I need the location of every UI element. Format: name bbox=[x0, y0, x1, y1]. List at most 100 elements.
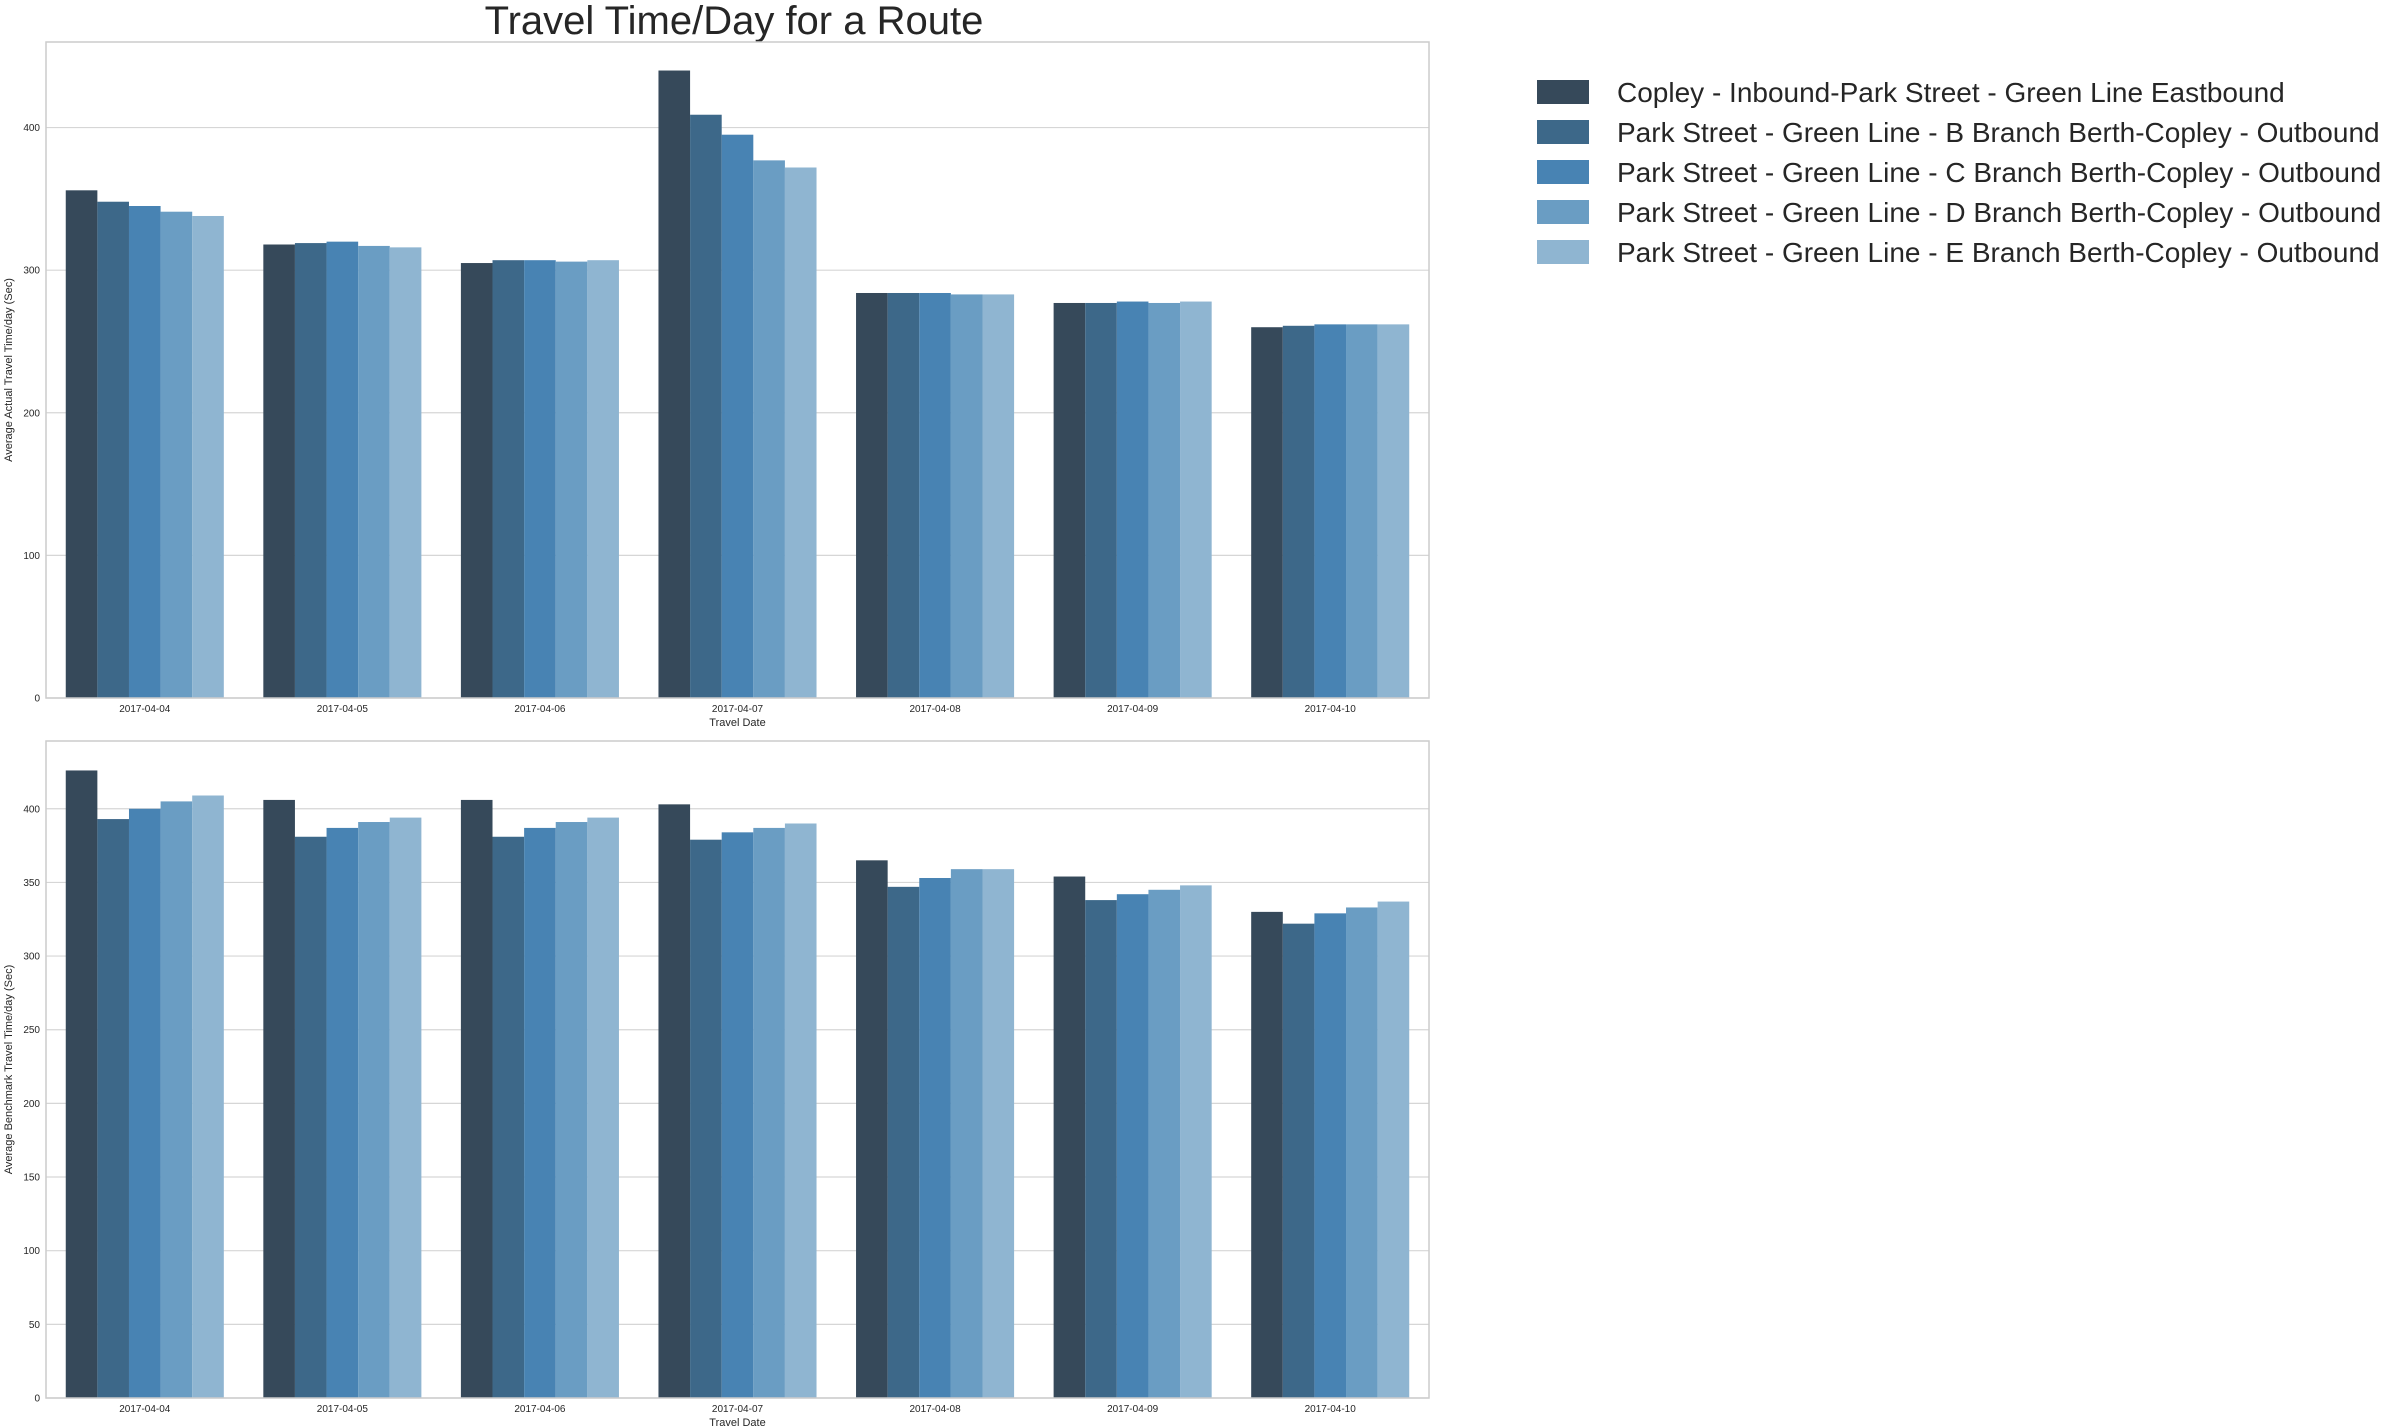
bar bbox=[1251, 911, 1283, 1398]
bar bbox=[192, 215, 224, 698]
y-tick-label: 100 bbox=[23, 1246, 40, 1257]
y-tick-label: 100 bbox=[23, 551, 40, 562]
bar bbox=[326, 827, 359, 1398]
legend-entry: Park Street - Green Line - D Branch Bert… bbox=[1617, 197, 2381, 228]
plot-frame bbox=[45, 740, 1430, 1399]
chart-title: Travel Time/Day for a Route bbox=[485, 0, 984, 43]
bar bbox=[97, 819, 129, 1398]
bar bbox=[555, 261, 588, 698]
x-tick-label: 2017-04-08 bbox=[909, 1404, 961, 1415]
bar bbox=[1282, 923, 1315, 1398]
actual-travel-time-panel: 0 100 200 300 400 2017-04-04 2017-04-05 2017-04… bbox=[3, 41, 1430, 729]
bar bbox=[1116, 894, 1149, 1398]
x-tick-label: 2017-04-09 bbox=[1107, 1404, 1159, 1415]
bar bbox=[1377, 901, 1410, 1398]
y-tick-label: 300 bbox=[23, 266, 40, 277]
bar bbox=[658, 804, 691, 1398]
y-tick-label: 150 bbox=[23, 1173, 40, 1184]
bar bbox=[97, 201, 129, 698]
bar bbox=[950, 869, 983, 1398]
bar bbox=[65, 770, 98, 1398]
y-tick-label: 0 bbox=[34, 694, 40, 705]
bar bbox=[160, 211, 193, 698]
legend-swatch bbox=[1537, 240, 1589, 264]
x-tick-label: 2017-04-05 bbox=[317, 704, 369, 715]
bar bbox=[1346, 324, 1378, 698]
bar bbox=[690, 839, 722, 1398]
legend-entry: Park Street - Green Line - B Branch Bert… bbox=[1617, 117, 2380, 148]
legend-entry: Park Street - Green Line - E Branch Bert… bbox=[1617, 237, 2380, 268]
bar bbox=[690, 114, 722, 698]
y-tick-label: 400 bbox=[23, 123, 40, 134]
bar bbox=[982, 869, 1015, 1398]
legend-entry: Copley - Inbound-Park Street - Green Lin… bbox=[1617, 77, 2285, 108]
bar bbox=[555, 822, 588, 1398]
x-tick-label: 2017-04-10 bbox=[1305, 1404, 1357, 1415]
bar bbox=[294, 243, 327, 699]
bar bbox=[1180, 301, 1212, 698]
bar bbox=[1085, 900, 1117, 1398]
bar bbox=[587, 817, 619, 1398]
legend-swatch bbox=[1537, 160, 1589, 184]
bar bbox=[856, 292, 888, 698]
bar bbox=[460, 799, 493, 1398]
bar bbox=[358, 822, 390, 1398]
bar bbox=[1053, 876, 1086, 1398]
x-tick-label: 2017-04-08 bbox=[909, 704, 961, 715]
bar bbox=[358, 245, 390, 699]
bar bbox=[856, 860, 888, 1398]
bar bbox=[1346, 907, 1378, 1398]
bar bbox=[753, 827, 785, 1398]
x-tick-label: 2017-04-04 bbox=[119, 1404, 171, 1415]
bar bbox=[982, 294, 1015, 698]
legend-entry: Park Street - Green Line - C Branch Bert… bbox=[1617, 157, 2381, 188]
bar bbox=[1148, 302, 1181, 698]
y-tick-label: 350 bbox=[23, 878, 40, 889]
benchmark-travel-time-panel: 0 50 100 150 200 250 300 350 400 2017-04-04 2017-0… bbox=[3, 740, 1430, 1428]
bar bbox=[887, 886, 920, 1398]
plot-frame bbox=[45, 41, 1430, 699]
y-tick-label: 0 bbox=[34, 1394, 40, 1405]
bar bbox=[492, 260, 525, 698]
bar bbox=[784, 167, 817, 698]
y-axis-label: Average Actual Travel Time/day (Sec) bbox=[3, 278, 15, 462]
x-tick-label: 2017-04-05 bbox=[317, 1404, 369, 1415]
bar bbox=[389, 817, 422, 1398]
bar bbox=[784, 823, 817, 1398]
bar bbox=[128, 808, 161, 1398]
legend-swatch bbox=[1537, 200, 1589, 224]
bar bbox=[1148, 889, 1181, 1398]
bar bbox=[524, 827, 556, 1398]
bar bbox=[1377, 324, 1410, 698]
bar bbox=[294, 836, 327, 1398]
y-axis-label: Average Benchmark Travel Time/day (Sec) bbox=[3, 965, 15, 1175]
y-tick-label: 400 bbox=[23, 804, 40, 815]
x-tick-label: 2017-04-07 bbox=[712, 1404, 764, 1415]
legend-swatch bbox=[1537, 120, 1589, 144]
x-tick-label: 2017-04-09 bbox=[1107, 704, 1159, 715]
x-tick-label: 2017-04-06 bbox=[514, 704, 566, 715]
bar bbox=[919, 292, 951, 698]
bar bbox=[128, 206, 161, 698]
x-tick-label: 2017-04-07 bbox=[712, 704, 764, 715]
bar bbox=[263, 244, 295, 699]
bar bbox=[1251, 327, 1283, 698]
y-tick-label: 300 bbox=[23, 952, 40, 963]
x-tick-label: 2017-04-04 bbox=[119, 704, 171, 715]
y-tick-label: 50 bbox=[29, 1320, 41, 1331]
bar bbox=[587, 260, 619, 698]
bar bbox=[1180, 885, 1212, 1398]
bar bbox=[1314, 913, 1347, 1398]
bar bbox=[524, 260, 556, 698]
bar bbox=[658, 70, 691, 699]
bar bbox=[1085, 302, 1117, 698]
bar bbox=[721, 134, 754, 698]
x-axis-label: Travel Date bbox=[709, 717, 765, 729]
bar bbox=[326, 241, 359, 699]
bar bbox=[492, 836, 525, 1398]
bar bbox=[919, 877, 951, 1398]
x-tick-label: 2017-04-10 bbox=[1305, 704, 1357, 715]
bar bbox=[1314, 324, 1347, 698]
bar bbox=[1282, 325, 1315, 698]
